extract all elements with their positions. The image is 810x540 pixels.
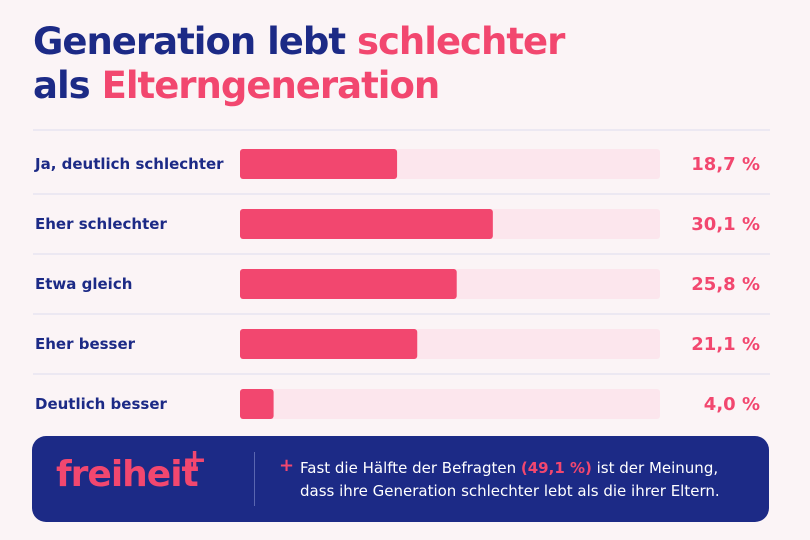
freiheit-logo: freiheit — [56, 454, 199, 495]
footer-note: Fast die Hälfte der Befragten (49,1 %) i… — [300, 457, 760, 503]
page-title: Generation lebt schlechter als Elterngen… — [33, 20, 733, 108]
value-label: 30,1 % — [691, 214, 760, 235]
value-label: 21,1 % — [691, 334, 760, 355]
bar-chart: Ja, deutlich schlechter 18,7 % Eher schlec… — [33, 129, 770, 419]
footer-divider — [254, 452, 255, 506]
note-highlight: (49,1 %) — [520, 459, 592, 477]
category-label: Eher besser — [35, 335, 136, 353]
category-label: Ja, deutlich schlechter — [34, 155, 224, 173]
note-text-1: Fast die Hälfte der Befragten — [300, 459, 521, 477]
title-part-1: Generation lebt — [33, 20, 357, 63]
note-text-2: ist der Meinung, — [591, 459, 719, 477]
logo-plus-icon: + — [182, 443, 208, 478]
bar — [240, 209, 493, 239]
bar — [240, 149, 398, 179]
footer-banner: freiheit + + Fast die Hälfte der Befragt… — [32, 436, 769, 522]
bar — [240, 389, 274, 419]
bar — [240, 269, 457, 299]
value-label: 18,7 % — [691, 154, 760, 175]
title-highlight-1: schlechter — [356, 20, 565, 63]
note-text-3: dass ihre Generation schlechter lebt als… — [300, 482, 720, 500]
title-part-3: als — [33, 64, 102, 107]
category-label: Deutlich besser — [35, 395, 167, 413]
title-highlight-2: Elterngeneration — [101, 64, 441, 107]
bar-track — [240, 389, 660, 419]
category-label: Etwa gleich — [35, 275, 132, 293]
value-label: 25,8 % — [691, 274, 760, 295]
bar — [240, 329, 418, 359]
category-label: Eher schlechter — [35, 215, 167, 233]
note-plus-icon: + — [279, 455, 295, 476]
value-label: 4,0 % — [704, 394, 760, 415]
